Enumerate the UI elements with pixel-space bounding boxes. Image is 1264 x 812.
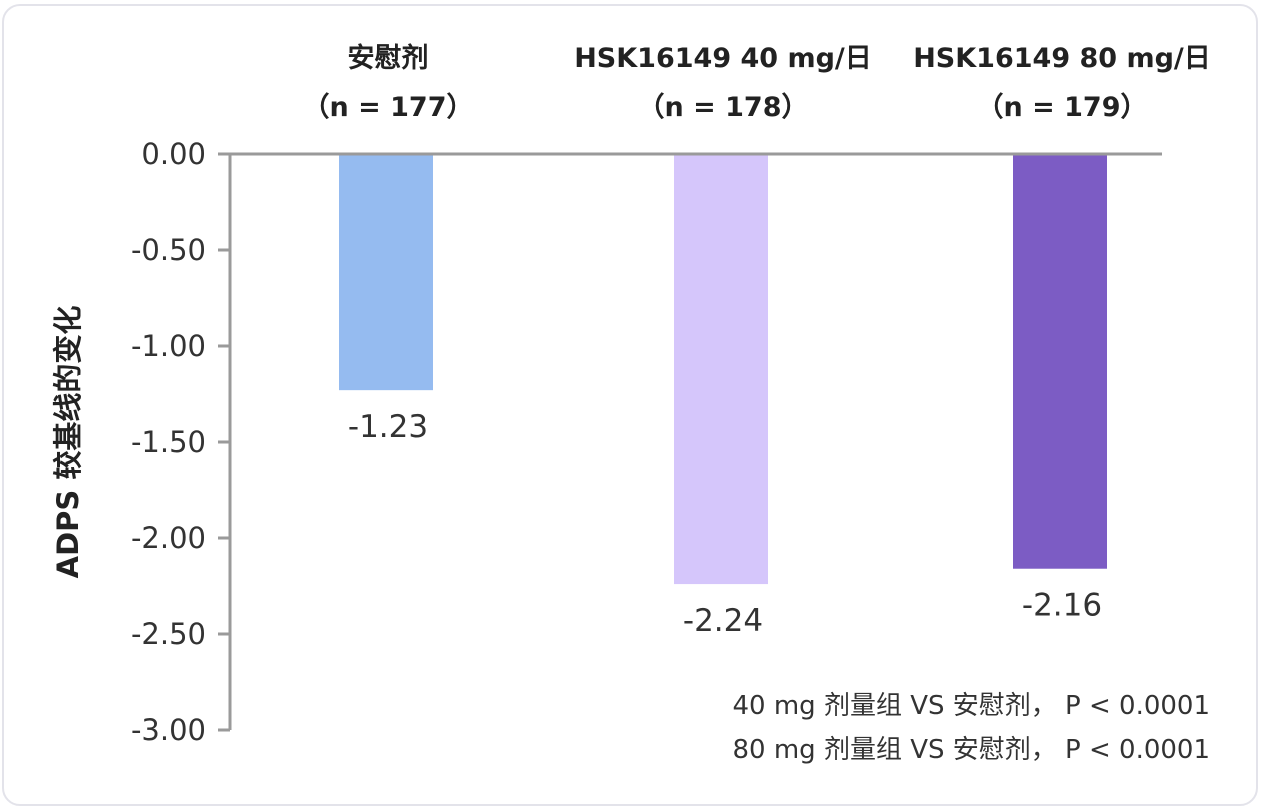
category-n-label: （n = 178）	[637, 92, 808, 123]
bar-value-label: -2.16	[1022, 588, 1102, 624]
y-axis-title: ADPS 较基线的变化	[51, 306, 85, 579]
category-label: 安慰剂	[348, 43, 429, 74]
y-tick-label: -2.00	[131, 521, 206, 555]
y-tick-label: -0.50	[131, 233, 206, 267]
bar-value-label: -1.23	[348, 409, 428, 445]
category-label: HSK16149 40 mg/日	[574, 43, 872, 74]
category-n-label: （n = 177）	[302, 92, 473, 123]
y-tick-label: -1.50	[131, 425, 206, 459]
y-tick-label: -3.00	[131, 713, 206, 747]
p-value-annotation: 80 mg 剂量组 VS 安慰剂， P < 0.0001	[733, 735, 1211, 765]
category-n-label: （n = 179）	[976, 92, 1147, 123]
labels: 0.00 -0.50 -1.00 -1.50 -2.00 -2.50 -3.00 ADPS 较…	[51, 43, 1211, 765]
bar-value-label: -2.24	[683, 603, 763, 639]
category-label: HSK16149 80 mg/日	[913, 43, 1211, 74]
axes	[218, 152, 1162, 732]
bar	[1013, 155, 1107, 569]
y-tick-label: -1.00	[131, 329, 206, 363]
y-tick-label: -2.50	[131, 617, 206, 651]
y-tick-label: 0.00	[141, 137, 206, 171]
bar	[339, 155, 433, 391]
p-value-annotation: 40 mg 剂量组 VS 安慰剂， P < 0.0001	[733, 691, 1211, 721]
bars	[339, 155, 1107, 585]
bar	[674, 155, 768, 585]
